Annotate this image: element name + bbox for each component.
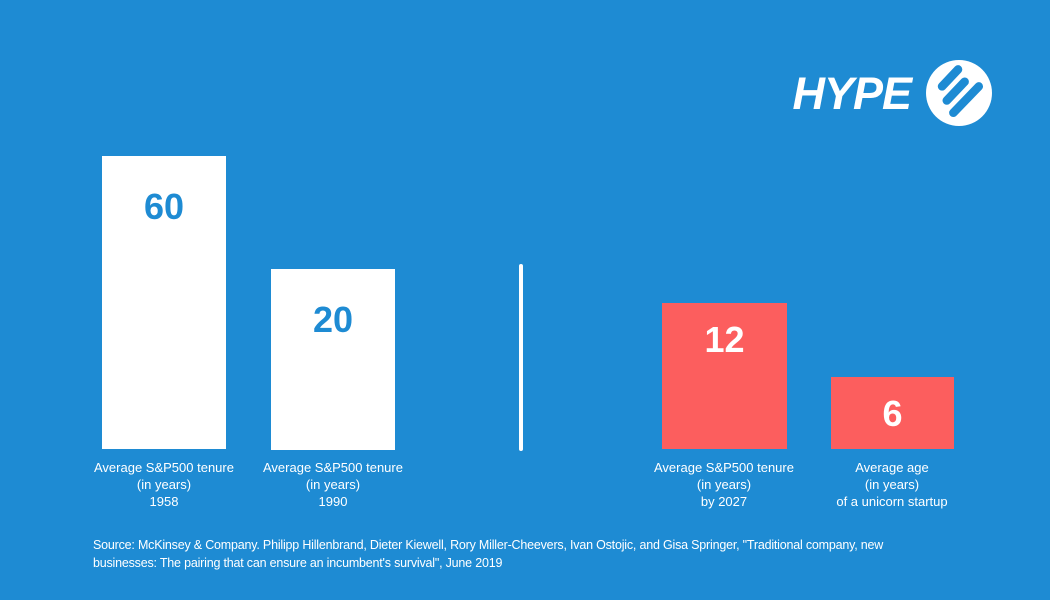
source-line-2: businesses: The pairing that can ensure … [93, 556, 503, 570]
bar-value: 12 [704, 319, 745, 360]
source-citation: Source: McKinsey & Company. Philipp Hill… [93, 536, 883, 572]
bar-caption-1990: Average S&P500 tenure (in years) 1990 [223, 459, 443, 510]
vertical-divider [519, 264, 523, 451]
hype-logo: HYPE [792, 60, 992, 126]
caption-line: of a unicorn startup [836, 494, 948, 509]
bar-caption-1958: Average S&P500 tenure (in years) 1958 [54, 459, 274, 510]
bar-sp500-1990: 20 [271, 269, 395, 450]
hype-circle-stripes-icon [926, 60, 992, 126]
caption-line: Average S&P500 tenure [654, 460, 794, 475]
bar-sp500-2027: 12 [662, 303, 787, 449]
bar-caption-2027: Average S&P500 tenure (in years) by 2027 [614, 459, 834, 510]
caption-line: Average age [855, 460, 929, 475]
caption-line: 1990 [318, 494, 348, 509]
caption-line: by 2027 [700, 494, 748, 509]
caption-line: (in years) [136, 477, 192, 492]
bar-value: 60 [143, 186, 185, 227]
hype-wordmark: HYPE [792, 67, 912, 119]
caption-line: 1958 [149, 494, 179, 509]
source-line-1: Source: McKinsey & Company. Philipp Hill… [93, 538, 884, 552]
caption-line: Average S&P500 tenure [263, 460, 403, 475]
caption-line: (in years) [696, 477, 752, 492]
caption-line: (in years) [305, 477, 361, 492]
bar-value: 6 [882, 393, 903, 434]
bar-unicorn-age: 6 [831, 377, 954, 449]
bar-value: 20 [312, 299, 354, 340]
bar-sp500-1958: 60 [102, 156, 226, 449]
caption-line: (in years) [864, 477, 920, 492]
bar-caption-unicorn: Average age (in years) of a unicorn star… [782, 459, 1002, 510]
caption-line: Average S&P500 tenure [94, 460, 234, 475]
